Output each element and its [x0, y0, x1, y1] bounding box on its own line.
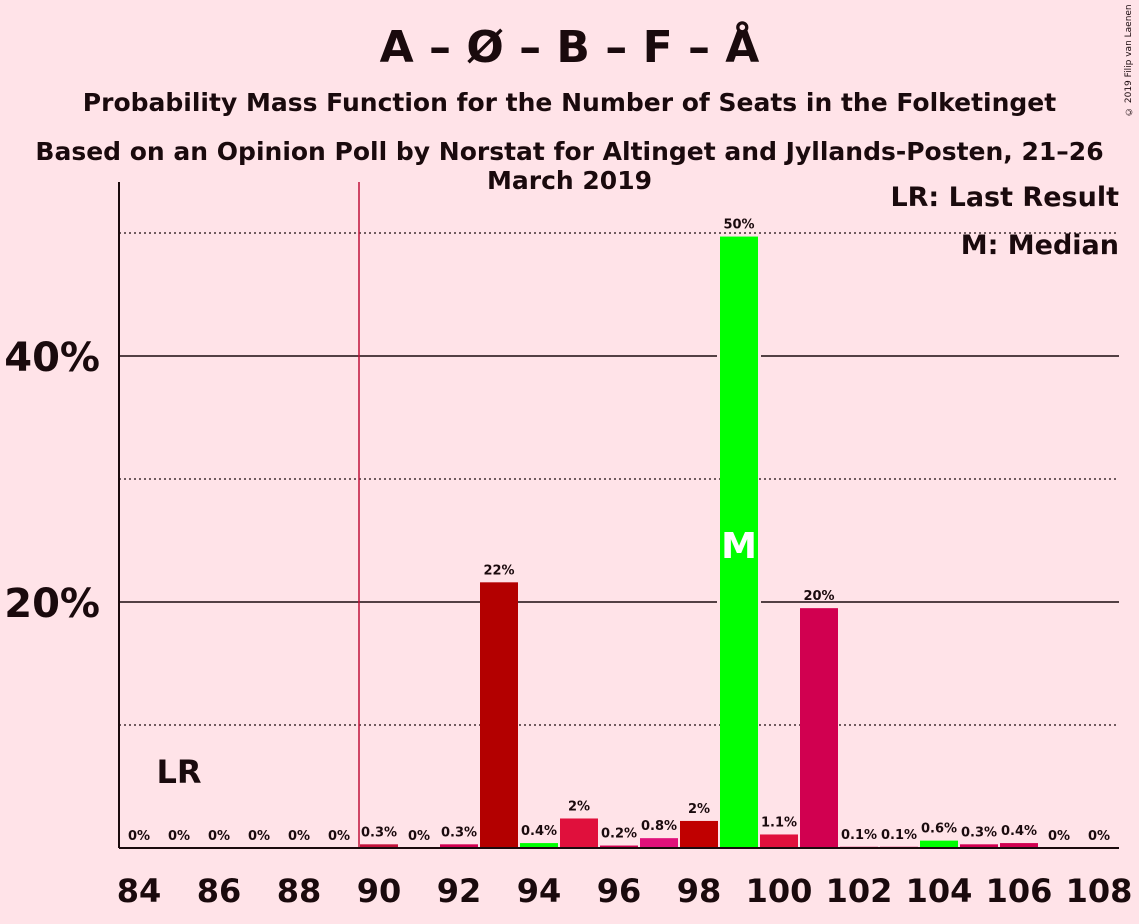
x-tick-label: 88: [277, 872, 322, 910]
bar-seats-92: [440, 844, 478, 848]
data-label: 0.8%: [641, 819, 677, 834]
bar-seats-median: [720, 236, 758, 848]
data-label: 0%: [288, 829, 310, 844]
x-tick-label: 84: [117, 872, 162, 910]
data-label: 0.3%: [361, 825, 397, 840]
data-label: 0%: [128, 829, 150, 844]
data-label: 0.1%: [881, 828, 917, 843]
bar-seats-98: [680, 820, 718, 848]
bar-seats-96: [600, 845, 638, 848]
data-label: 0%: [1048, 829, 1070, 844]
data-label: 2%: [688, 802, 710, 817]
x-tick-label: 94: [517, 872, 562, 910]
chart-title: A – Ø – B – F – Å: [379, 22, 760, 73]
data-label: 0.6%: [921, 822, 957, 837]
x-tick-label: 92: [437, 872, 482, 910]
data-label: 0%: [408, 829, 430, 844]
chart-subtitle: Probability Mass Function for the Number…: [82, 88, 1057, 117]
bar-seats-94: [520, 843, 558, 848]
bar-seats-95: [560, 818, 598, 848]
bar-seats-104: [920, 840, 958, 848]
data-label: 2%: [568, 799, 590, 814]
x-tick-label: 106: [986, 872, 1053, 910]
data-label: 0.3%: [441, 825, 477, 840]
bar-seats-97: [640, 838, 678, 848]
data-label: 0.4%: [1001, 824, 1037, 839]
data-label: 0.1%: [841, 828, 877, 843]
bar-seats-105: [960, 844, 998, 848]
bar-seats-90: [360, 844, 398, 848]
data-label: 0%: [1088, 829, 1110, 844]
bar-seats-93: [480, 582, 518, 848]
data-label: 50%: [723, 218, 754, 233]
data-label: 0%: [168, 829, 190, 844]
data-label: 22%: [483, 563, 514, 578]
x-tick-label: 102: [826, 872, 893, 910]
last-result-marker: LR: [156, 753, 201, 791]
bar-seats-100: [760, 834, 798, 848]
x-tick-label: 90: [357, 872, 402, 910]
data-label: 0.4%: [521, 824, 557, 839]
data-label: 1.1%: [761, 815, 797, 830]
data-label: 0%: [248, 829, 270, 844]
y-tick-label: 40%: [4, 335, 100, 381]
data-label: 0%: [208, 829, 230, 844]
x-tick-label: 86: [197, 872, 242, 910]
legend-median: M: Median: [960, 230, 1119, 261]
legend-last-result: LR: Last Result: [890, 182, 1119, 213]
data-label: 0.3%: [961, 825, 997, 840]
data-label: 0.2%: [601, 827, 637, 842]
x-tick-label: 98: [677, 872, 722, 910]
data-label: 20%: [803, 589, 834, 604]
bar-seats-106: [1000, 843, 1038, 848]
x-tick-label: 108: [1066, 872, 1133, 910]
chart-source-line: Based on an Opinion Poll by Norstat for …: [35, 137, 1104, 195]
x-tick-label: 104: [906, 872, 973, 910]
median-marker: M: [721, 526, 757, 567]
x-tick-label: 96: [597, 872, 642, 910]
data-label: 0%: [328, 829, 350, 844]
bar-seats-101: [800, 608, 838, 848]
x-tick-label: 100: [746, 872, 813, 910]
y-tick-label: 20%: [4, 581, 100, 627]
